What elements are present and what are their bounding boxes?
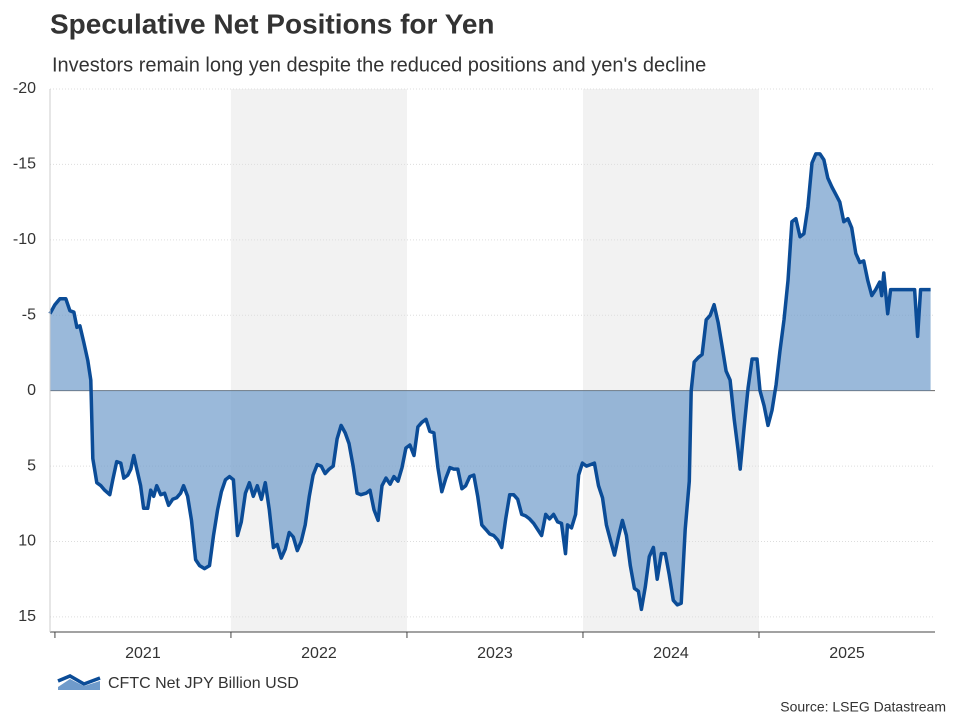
y-tick-label: 0 (27, 382, 36, 399)
y-tick-label: -5 (22, 306, 36, 323)
y-tick-label: -20 (13, 80, 36, 97)
chart-subtitle: Investors remain long yen despite the re… (52, 54, 706, 76)
line (48, 152, 931, 612)
y-tick-label: -10 (13, 231, 36, 248)
legend: CFTC Net JPY Billion USD (57, 674, 299, 692)
source: Source: LSEG Datastream (780, 699, 946, 715)
legend-label: CFTC Net JPY Billion USD (108, 675, 299, 692)
plot (48, 152, 931, 612)
area (50, 153, 931, 610)
y-tick-label: 10 (18, 533, 36, 550)
y-tick-label: -15 (13, 156, 36, 173)
x-tick-label: 2021 (125, 645, 161, 662)
y-tick-label: 5 (27, 457, 36, 474)
x-tick-label: 2023 (477, 645, 513, 662)
x-tick-label: 2025 (829, 645, 865, 662)
axes: -20 -15 -10 -5 0 5 10 15 2021 2022 2023 2024 2025 (13, 80, 935, 662)
chart-title: Speculative Net Positions for Yen (50, 8, 495, 39)
x-tick-label: 2022 (301, 645, 337, 662)
legend-fill (58, 679, 100, 690)
bands (230, 89, 759, 632)
x-tick-label: 2024 (653, 645, 689, 662)
legend-line (57, 674, 101, 686)
year-band (230, 89, 407, 632)
y-tick-label: 15 (18, 608, 36, 625)
